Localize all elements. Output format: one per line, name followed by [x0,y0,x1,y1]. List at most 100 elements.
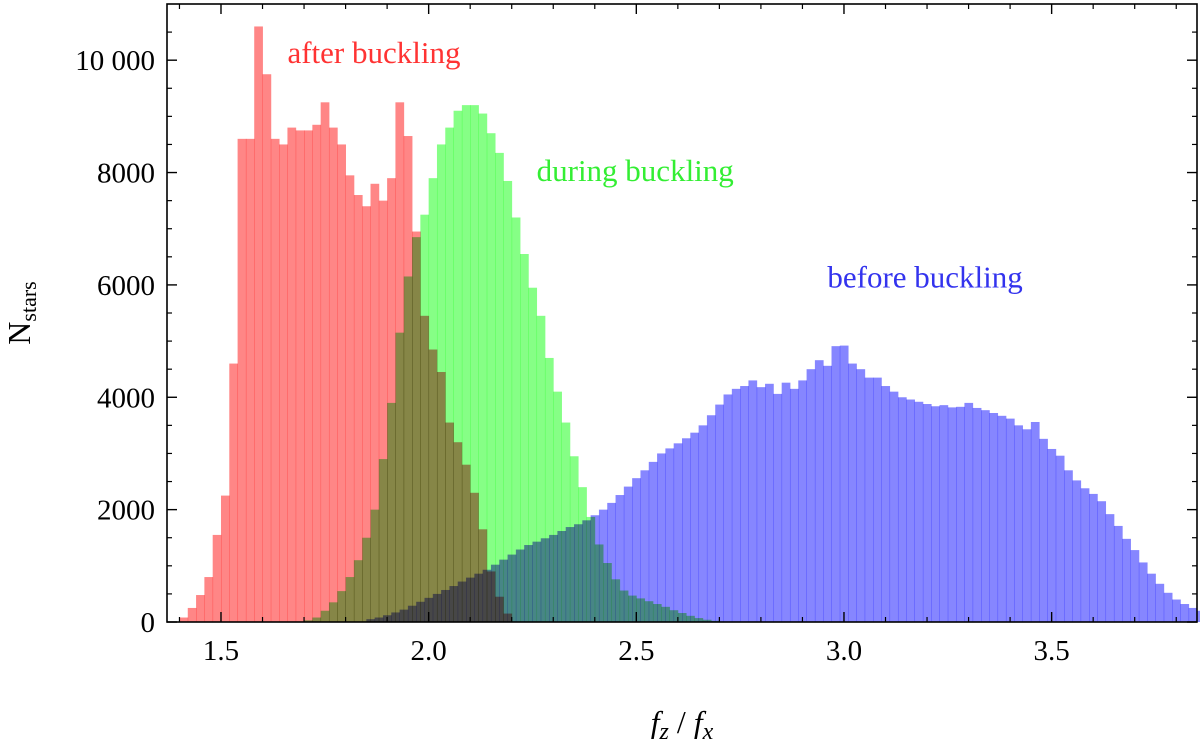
bar-before-buckling [1147,573,1156,622]
axis-labels: fz / fx Nstars [1,281,714,739]
bar-after-buckling [495,596,504,622]
bar-before-buckling [715,404,724,622]
bar-before-buckling [814,360,824,622]
axis-ticks: 1.5 2.0 2.5 3.0 3.5 0 2000 4000 6000 8000 10 000 [75,4,1197,667]
bar-before-buckling [939,405,949,622]
bar-during-buckling [669,610,679,622]
bar-before-buckling [1188,607,1198,622]
bar-during-buckling [628,595,637,622]
bar-during-buckling [702,619,712,622]
bar-after-buckling [486,571,496,622]
x-tick-label: 1.5 [203,635,239,667]
bar-before-buckling [607,502,616,622]
bar-before-buckling [1105,514,1115,622]
bar-before-buckling [922,404,932,622]
bar-during-buckling [511,217,521,623]
bar-before-buckling [1072,480,1082,622]
bar-before-buckling [1055,455,1065,622]
bar-after-buckling [461,464,471,622]
annotation-during-buckling: during buckling [537,153,734,188]
bar-before-buckling [1197,610,1200,622]
bar-before-buckling [1172,599,1181,622]
bar-during-buckling [495,152,504,622]
bar-during-buckling [544,357,554,622]
bar-before-buckling [1180,604,1190,622]
bar-after-buckling [204,577,214,622]
bar-after-buckling [328,127,338,622]
bar-before-buckling [1030,421,1040,622]
bar-after-buckling [287,127,297,622]
bar-after-buckling [387,178,396,622]
bar-before-buckling [981,410,990,622]
bar-before-buckling [889,391,899,622]
bar-before-buckling [1005,418,1015,622]
bar-before-buckling [698,425,708,622]
bar-before-buckling [731,388,741,622]
bar-before-buckling [831,346,841,622]
bar-before-buckling [1138,562,1148,622]
bar-before-buckling [1080,488,1090,622]
bar-before-buckling [748,380,758,622]
bar-after-buckling [245,138,255,622]
bar-after-buckling [337,144,346,622]
bar-before-buckling [690,432,700,622]
bar-during-buckling [536,315,546,622]
bar-before-buckling [1039,438,1048,622]
bar-after-buckling [436,371,446,622]
x-tick-label: 2.0 [411,635,447,667]
bar-after-buckling [370,183,380,622]
bar-after-buckling [320,102,330,622]
bar-after-buckling [237,138,247,622]
bar-before-buckling [839,345,849,622]
bar-before-buckling [665,448,675,622]
bar-before-buckling [798,380,807,622]
bar-after-buckling [395,102,405,622]
bar-after-buckling [403,136,413,622]
bar-after-buckling [412,231,421,623]
bar-during-buckling [561,422,571,622]
bar-during-buckling [478,113,488,623]
bar-before-buckling [756,387,766,622]
bar-before-buckling [873,377,882,622]
bar-during-buckling [636,598,646,622]
bar-during-buckling [569,456,579,622]
bar-before-buckling [723,394,733,622]
bar-before-buckling [706,415,716,622]
bar-after-buckling [378,200,388,622]
bar-during-buckling [694,618,704,622]
bar-after-buckling [262,74,272,623]
y-tick-label: 6000 [97,270,155,302]
y-tick-label: 2000 [97,495,155,527]
bar-after-buckling [295,130,305,622]
bar-before-buckling [864,377,874,622]
bar-before-buckling [765,383,774,622]
bar-before-buckling [673,443,683,622]
bar-before-buckling [964,402,974,622]
x-tick-label: 2.5 [618,635,654,667]
y-tick-label: 8000 [97,158,155,190]
bar-during-buckling [652,604,662,622]
bar-before-buckling [648,461,658,622]
bar-before-buckling [989,413,999,622]
bar-before-buckling [956,406,965,622]
bar-during-buckling [528,287,538,622]
histogram-bars [179,26,1200,623]
bar-before-buckling [1122,538,1131,622]
bar-during-buckling [578,487,587,622]
bar-before-buckling [682,438,691,622]
bar-after-buckling [196,595,205,622]
bar-during-buckling [470,105,479,622]
bar-after-buckling [312,124,322,622]
bar-before-buckling [931,406,940,622]
bar-before-buckling [881,386,891,622]
series-annotations: after buckling during buckling before buck… [287,35,1022,295]
bar-before-buckling [640,470,650,622]
y-tick-label: 4000 [97,382,155,414]
bar-after-buckling [229,363,239,622]
bar-before-buckling [806,369,816,622]
bar-before-buckling [914,401,924,622]
bar-before-buckling [897,397,907,622]
bar-before-buckling [1130,550,1140,622]
y-axis-label: Nstars [1,281,41,344]
